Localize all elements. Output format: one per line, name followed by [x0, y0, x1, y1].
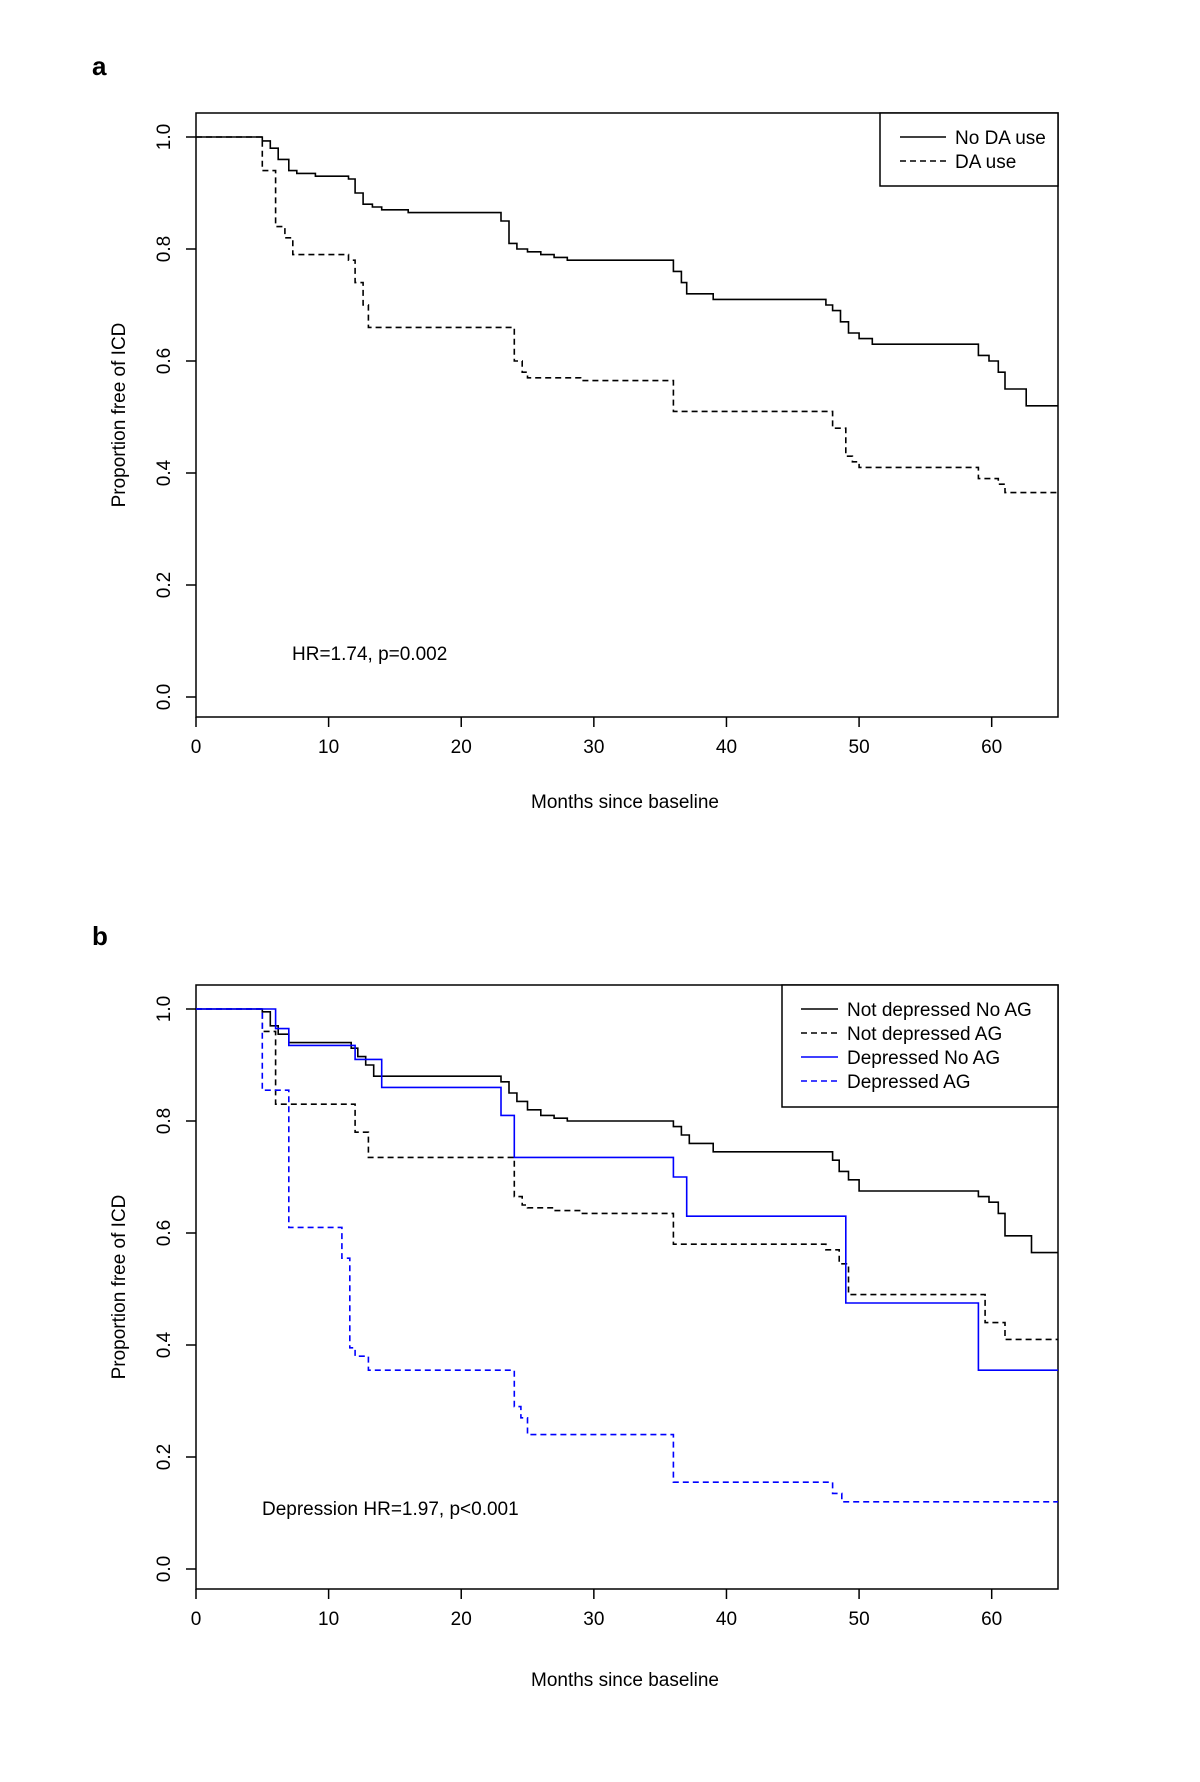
series-layer-a: [196, 136, 1058, 494]
x-tick-label: 50: [849, 737, 870, 758]
legend-box-a: [879, 112, 1059, 187]
x-tick-label: 60: [981, 1609, 1002, 1630]
axis-ticks-a: 0 10 20 30 40 50 60 0.0 0.2 0.4 0.6 0.8 1.0: [154, 124, 1002, 758]
annotation-b: Depression HR=1.97, p<0.001: [262, 1499, 519, 1520]
panel-letter-b: b: [92, 921, 108, 951]
plot-frame-b: [195, 984, 1059, 1590]
panel-letter-a: a: [92, 51, 107, 81]
x-axis-label-b: Months since baseline: [531, 1670, 719, 1691]
y-tick-label: 0.2: [154, 1444, 175, 1470]
series-line-1: [196, 136, 1058, 407]
legend-label-3: Depressed No AG: [847, 1048, 1000, 1069]
y-tick-label: 1.0: [154, 996, 175, 1022]
series-line-4: [196, 1008, 1058, 1503]
x-tick-label: 60: [981, 737, 1002, 758]
x-axis-label-a: Months since baseline: [531, 792, 719, 813]
legend-box-b: [781, 984, 1059, 1108]
y-tick-label: 0.6: [154, 1220, 175, 1246]
y-tick-label: 0.2: [154, 572, 175, 598]
annotation-a: HR=1.74, p=0.002: [292, 644, 447, 665]
x-tick-label: 50: [849, 1609, 870, 1630]
y-tick-label: 0.4: [154, 459, 175, 486]
y-tick-label: 0.0: [154, 684, 175, 710]
legend-label-2: Not depressed AG: [847, 1024, 1002, 1045]
x-tick-label: 10: [318, 737, 339, 758]
x-tick-label: 0: [191, 1609, 202, 1630]
axis-ticks-b: 0 10 20 30 40 50 60 0.0 0.2 0.4 0.6 0.8 1.0: [154, 996, 1002, 1630]
series-line-2: [196, 1008, 1058, 1341]
x-tick-label: 30: [583, 1609, 604, 1630]
x-tick-label: 20: [451, 1609, 472, 1630]
series-line-3: [196, 1008, 1058, 1371]
y-axis-label-b: Proportion free of ICD: [109, 1195, 130, 1380]
y-tick-label: 0.8: [154, 236, 175, 262]
panel-a: a 0 10 20 30 40 50 60 0.0 0.2 0.4 0.6 0.8 1.0 HR=1.7…: [92, 51, 1059, 813]
legend-label-2: DA use: [955, 152, 1016, 173]
y-tick-label: 0.8: [154, 1108, 175, 1134]
plot-frame-a: [195, 112, 1059, 718]
y-tick-label: 0.4: [154, 1331, 175, 1358]
x-tick-label: 30: [583, 737, 604, 758]
panel-b: b 0 10 20 30 40 50 60 0.0 0.2 0.4 0.6 0.8 1.0 Depres…: [92, 921, 1059, 1691]
legend-label-4: Depressed AG: [847, 1072, 971, 1093]
y-tick-label: 0.6: [154, 348, 175, 374]
x-tick-label: 0: [191, 737, 202, 758]
x-tick-label: 10: [318, 1609, 339, 1630]
x-tick-label: 20: [451, 737, 472, 758]
series-layer-b: [196, 1008, 1058, 1503]
x-tick-label: 40: [716, 1609, 737, 1630]
legend-b: Not depressed No AG Not depressed AG Depre…: [781, 984, 1059, 1108]
legend-a: No DA use DA use: [879, 112, 1059, 187]
y-tick-label: 0.0: [154, 1556, 175, 1582]
legend-label-1: Not depressed No AG: [847, 1000, 1032, 1021]
y-axis-label-a: Proportion free of ICD: [109, 323, 130, 508]
y-tick-label: 1.0: [154, 124, 175, 150]
x-tick-label: 40: [716, 737, 737, 758]
legend-label-1: No DA use: [955, 128, 1046, 149]
series-line-2: [196, 136, 1058, 494]
